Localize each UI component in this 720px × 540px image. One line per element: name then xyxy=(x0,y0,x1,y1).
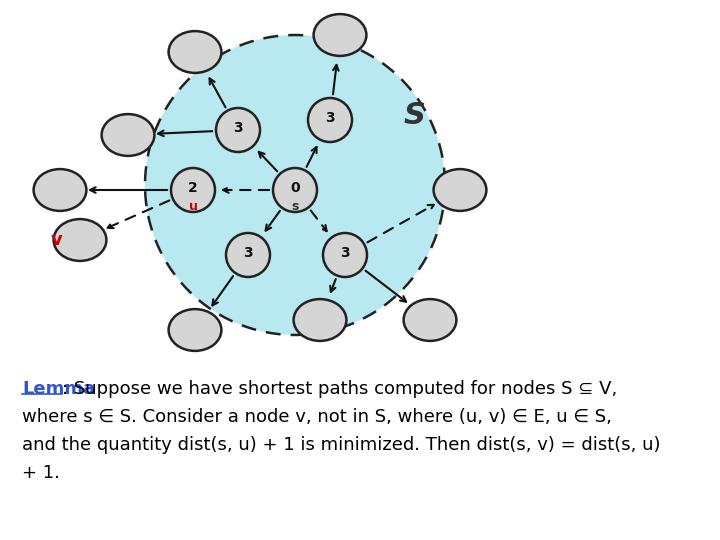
Ellipse shape xyxy=(102,114,154,156)
Circle shape xyxy=(171,168,215,212)
Text: S: S xyxy=(404,100,426,130)
Text: 3: 3 xyxy=(325,111,335,125)
Text: + 1.: + 1. xyxy=(22,464,60,482)
Circle shape xyxy=(226,233,270,277)
Circle shape xyxy=(308,98,352,142)
Text: : Suppose we have shortest paths computed for nodes S ⊆ V,: : Suppose we have shortest paths compute… xyxy=(63,380,618,398)
Circle shape xyxy=(273,168,317,212)
Text: 3: 3 xyxy=(243,246,253,260)
Text: 3: 3 xyxy=(340,246,350,260)
Text: Lemma: Lemma xyxy=(22,380,95,398)
Ellipse shape xyxy=(168,31,222,73)
Circle shape xyxy=(323,233,367,277)
Ellipse shape xyxy=(433,169,487,211)
Text: v: v xyxy=(50,231,62,249)
Ellipse shape xyxy=(314,14,366,56)
Ellipse shape xyxy=(34,169,86,211)
Text: u: u xyxy=(189,199,197,213)
Text: 0: 0 xyxy=(290,181,300,195)
Ellipse shape xyxy=(294,299,346,341)
Text: 2: 2 xyxy=(188,181,198,195)
Ellipse shape xyxy=(168,309,222,351)
Polygon shape xyxy=(145,35,445,335)
Circle shape xyxy=(216,108,260,152)
Ellipse shape xyxy=(53,219,107,261)
Text: 3: 3 xyxy=(233,121,243,135)
Text: and the quantity dist(s, u) + 1 is minimized. Then dist(s, v) = dist(s, u): and the quantity dist(s, u) + 1 is minim… xyxy=(22,436,660,454)
Ellipse shape xyxy=(404,299,456,341)
Text: where s ∈ S. Consider a node v, not in S, where (u, v) ∈ E, u ∈ S,: where s ∈ S. Consider a node v, not in S… xyxy=(22,408,612,426)
Text: s: s xyxy=(292,199,299,213)
